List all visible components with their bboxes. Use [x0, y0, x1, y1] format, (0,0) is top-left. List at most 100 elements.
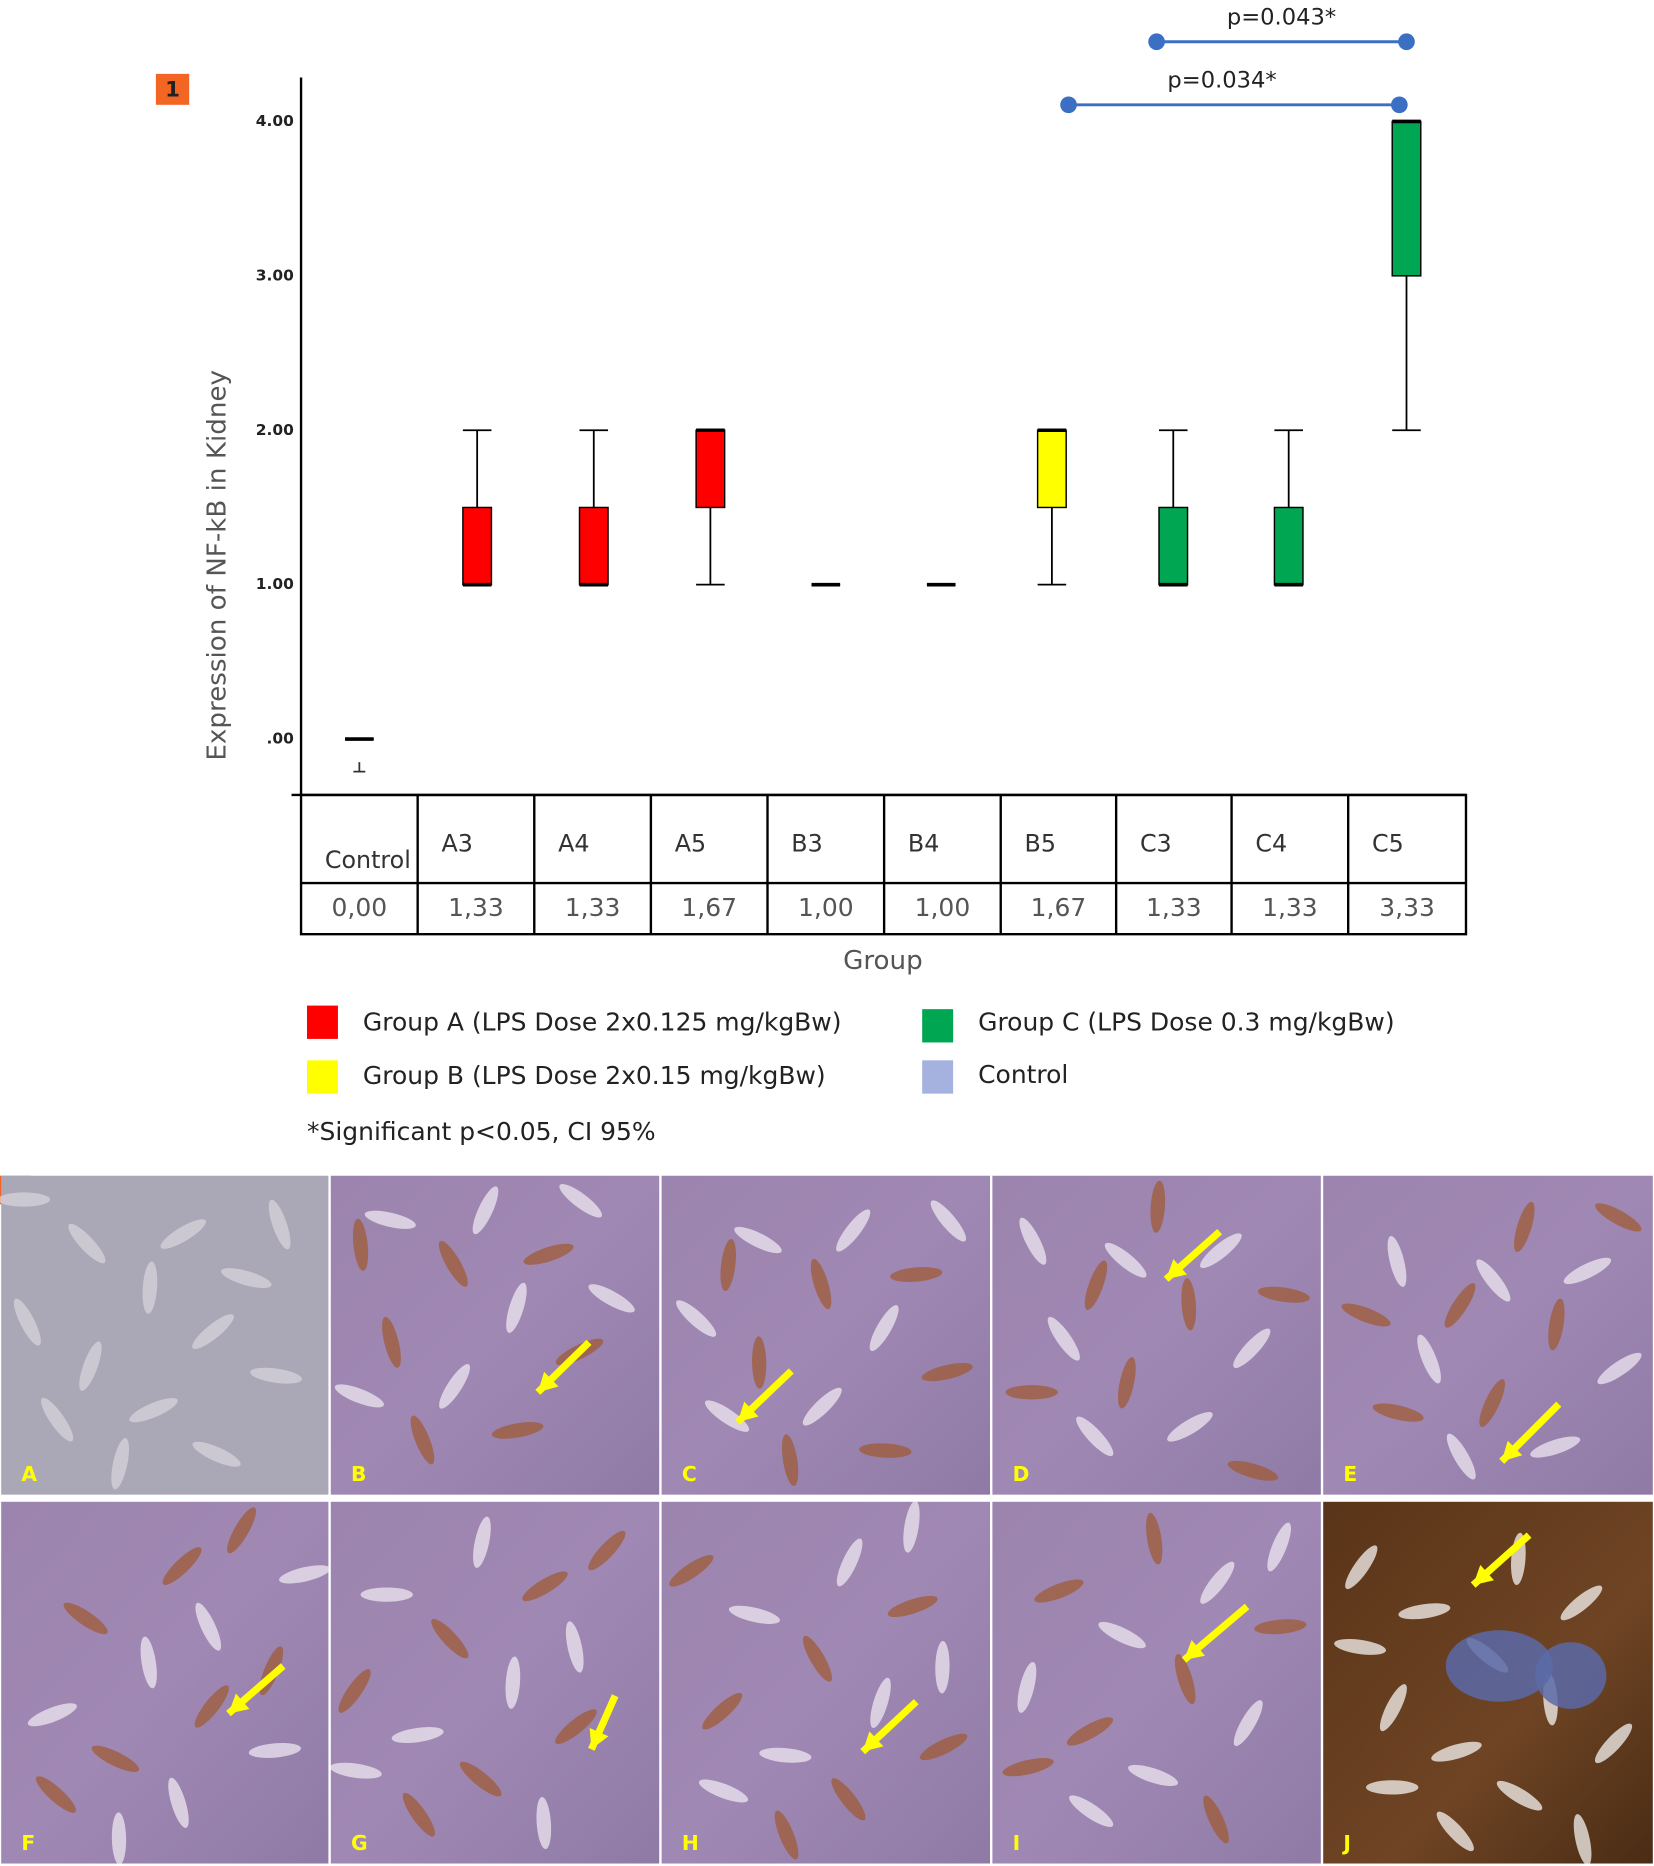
tissue-spot — [142, 1261, 158, 1314]
box — [1391, 120, 1422, 277]
tissue-spot — [1548, 1298, 1565, 1351]
tissue-spot — [1203, 1795, 1229, 1844]
tissue-spot — [555, 1709, 597, 1745]
tissue-spot — [1017, 1661, 1037, 1713]
micrograph-label: H — [682, 1831, 699, 1855]
tissue-spot — [1257, 1286, 1310, 1303]
tissue-spot — [588, 1530, 626, 1571]
arrow-head — [737, 1401, 759, 1423]
sig-label: p=0.034* — [1167, 68, 1276, 94]
tissue-spot — [227, 1507, 257, 1554]
arrow-head — [537, 1371, 559, 1393]
micrograph-image — [1, 1501, 329, 1864]
tissue-spot — [402, 1792, 435, 1837]
category-label: A4 — [558, 829, 589, 857]
tissue-spot — [1181, 1278, 1197, 1331]
tissue-spot — [1034, 1579, 1084, 1603]
sig-label: p=0.043* — [1227, 4, 1336, 30]
tissue-spot — [168, 1777, 189, 1828]
box — [578, 506, 609, 586]
tissue-spot — [1174, 1653, 1196, 1705]
tissue-spot — [1417, 1334, 1441, 1384]
category-label: B3 — [791, 829, 822, 857]
micrograph-label: A — [21, 1462, 37, 1486]
tissue-spot — [1104, 1242, 1147, 1278]
tissue-spot — [774, 1810, 799, 1860]
tissue-spot — [1594, 1723, 1633, 1764]
tissue-spot — [1334, 1639, 1387, 1655]
micrograph-label: E — [1343, 1462, 1357, 1486]
y-tick-label: 3.00 — [256, 266, 294, 284]
x-axis-label: Group — [843, 946, 923, 976]
category-label: Control — [325, 846, 411, 874]
footnote: *Significant p<0.05, CI 95% — [307, 1117, 656, 1146]
tissue-spot — [1372, 1403, 1424, 1422]
tissue-spot — [472, 1186, 499, 1235]
mean-label: 1,00 — [915, 893, 971, 922]
tissue-spot — [1444, 1283, 1476, 1328]
micrograph: A — [0, 1175, 329, 1495]
tissue-spot — [79, 1341, 102, 1391]
arrow-head — [1501, 1440, 1523, 1462]
micrograph: F — [1, 1501, 331, 1865]
tissue-spot — [192, 1441, 241, 1467]
tissue-spot — [160, 1219, 206, 1249]
tissue-spot — [930, 1200, 967, 1242]
tissue-spot — [1379, 1684, 1407, 1732]
micrograph: B — [330, 1175, 660, 1495]
tissue-spot — [473, 1516, 491, 1568]
box — [462, 506, 493, 586]
sig-end — [1060, 96, 1077, 114]
tissue-spot — [870, 1677, 891, 1729]
micrograph: G — [329, 1501, 660, 1864]
tissue-spot — [734, 1226, 782, 1254]
micrograph: I — [992, 1501, 1321, 1864]
tissue-spot — [1341, 1303, 1391, 1327]
tissue-spot — [268, 1199, 291, 1250]
mean-label: 1,33 — [448, 893, 504, 922]
tissue-spot — [111, 1812, 127, 1865]
tissue-spot — [565, 1621, 584, 1673]
tissue-spot — [588, 1284, 635, 1313]
tissue-spot — [1005, 1385, 1058, 1400]
legend-label: Group A (LPS Dose 2x0.125 mg/kgBw) — [363, 1007, 842, 1036]
tissue-spot — [704, 1400, 750, 1432]
tissue-spot — [250, 1367, 303, 1384]
tissue-spot — [1573, 1814, 1592, 1866]
tissue-spot — [1118, 1357, 1136, 1409]
micrograph-image — [661, 1175, 991, 1495]
tissue-spot — [781, 1434, 799, 1487]
tissue-spot — [921, 1362, 973, 1382]
micrograph-label: D — [1013, 1462, 1030, 1486]
category-label: A5 — [675, 829, 706, 857]
legend-swatch — [307, 1005, 338, 1039]
y-axis-label: Expression of NF-kB in Kidney — [202, 370, 232, 761]
sig-end — [1398, 33, 1415, 51]
tissue-spot — [505, 1656, 521, 1709]
category-label: A3 — [441, 829, 472, 857]
tissue-spot — [1560, 1585, 1603, 1621]
tissue-spot — [338, 1669, 371, 1713]
tissue-spot — [836, 1209, 871, 1252]
tissue-spot — [1267, 1522, 1292, 1572]
tissue-spot — [1098, 1621, 1146, 1649]
micrograph: E — [1323, 1175, 1653, 1495]
tissue-spot — [1200, 1561, 1235, 1604]
tissue-spot — [559, 1183, 603, 1218]
tissue-spot — [248, 1743, 301, 1758]
micrograph-image — [1323, 1175, 1653, 1495]
y-tick-label: .00 — [267, 730, 295, 748]
micrograph-label: F — [21, 1831, 35, 1855]
tissue-spot — [506, 1282, 527, 1333]
legend-swatch — [922, 1009, 954, 1043]
tissue-spot — [1200, 1233, 1242, 1269]
legend-label: Group B (LPS Dose 2x0.15 mg/kgBw) — [363, 1061, 826, 1090]
tissue-spot — [91, 1745, 140, 1772]
sig-end — [1148, 33, 1165, 51]
tissue-spot — [68, 1223, 106, 1264]
tissue-spot — [1167, 1412, 1213, 1442]
tissue-spot — [1150, 1180, 1166, 1233]
box — [1158, 506, 1189, 586]
tissue-spot — [803, 1635, 832, 1682]
